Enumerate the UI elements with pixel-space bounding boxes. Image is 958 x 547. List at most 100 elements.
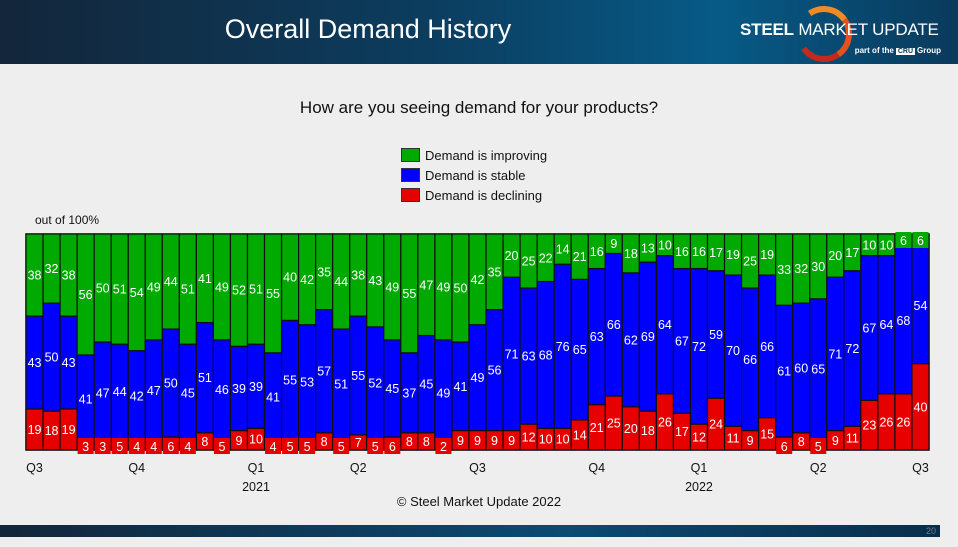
data-label-stable: 43 (28, 356, 42, 370)
data-label-declining: 5 (338, 440, 345, 454)
x-tick-label: Q3 (469, 461, 486, 475)
data-label-improving: 32 (794, 262, 808, 276)
data-label-declining: 11 (727, 432, 740, 446)
data-label-improving: 35 (488, 265, 502, 279)
bar-group (212, 233, 232, 451)
data-label-declining: 9 (832, 434, 839, 448)
data-label-stable: 69 (641, 330, 655, 344)
data-label-declining: 14 (573, 428, 587, 442)
data-label-improving: 44 (334, 275, 348, 289)
legend-item-improving: Demand is improving (401, 145, 547, 165)
logo-rest-text: MARKET UPDATE (793, 20, 939, 39)
data-label-improving: 17 (709, 246, 723, 260)
copyright-text: © Steel Market Update 2022 (396, 494, 562, 509)
data-label-stable: 67 (675, 334, 689, 348)
data-label-stable: 56 (488, 364, 502, 378)
data-label-declining: 12 (692, 431, 706, 445)
data-label-stable: 70 (726, 344, 740, 358)
data-label-declining: 4 (150, 440, 157, 454)
data-label-improving: 51 (113, 283, 127, 297)
data-label-stable: 50 (164, 377, 178, 391)
page-number: 20 (925, 526, 936, 536)
data-label-improving: 41 (198, 272, 212, 286)
data-label-improving: 35 (317, 265, 331, 279)
data-label-box (299, 438, 316, 454)
data-label-improving: 49 (385, 280, 399, 294)
data-label-box (435, 438, 452, 454)
data-label-box (776, 438, 793, 454)
data-label-improving: 16 (675, 245, 689, 259)
data-label-improving: 44 (164, 275, 178, 289)
legend-label-stable: Demand is stable (425, 167, 526, 183)
data-label-stable: 51 (334, 378, 348, 392)
data-label-declining: 21 (590, 421, 604, 435)
data-label-box (912, 232, 929, 248)
bar-group (570, 233, 589, 451)
data-label-improving: 51 (249, 283, 263, 297)
bar-group (758, 233, 777, 451)
data-label-declining: 12 (522, 431, 536, 445)
header-banner: Overall Demand History STEEL MARKET UPDA… (0, 0, 958, 67)
bar-group (672, 233, 692, 451)
bar-group (263, 233, 283, 451)
bar-group (502, 233, 521, 451)
data-label-stable: 62 (624, 333, 638, 347)
data-label-stable: 71 (505, 347, 519, 361)
data-label-stable: 46 (215, 383, 229, 397)
bar-group (246, 233, 266, 451)
data-label-improving: 32 (45, 262, 59, 276)
x-tick-label: Q3 (912, 461, 929, 475)
logo-sub-after: Group (917, 46, 941, 55)
bar-group (366, 233, 385, 451)
data-label-stable: 41 (79, 393, 93, 407)
data-label-improving: 19 (760, 248, 774, 262)
data-label-declining: 19 (28, 423, 42, 437)
data-label-stable: 65 (573, 343, 587, 357)
data-label-box (367, 438, 384, 454)
data-label-improving: 17 (845, 246, 859, 260)
legend-label-declining: Demand is declining (425, 187, 543, 203)
data-label-stable: 60 (794, 361, 808, 375)
data-label-stable: 45 (419, 378, 433, 392)
data-label-improving: 47 (419, 278, 433, 292)
data-label-improving: 38 (351, 269, 365, 283)
data-label-box (179, 438, 196, 454)
bar-group (127, 233, 146, 451)
data-label-stable: 47 (96, 386, 110, 400)
data-label-improving: 25 (743, 255, 757, 269)
data-label-stable: 53 (300, 375, 314, 389)
bar-group (775, 233, 794, 451)
bar-group (144, 233, 163, 451)
data-label-improving: 50 (96, 282, 110, 296)
data-label-stable: 45 (385, 382, 399, 396)
bar-group (161, 233, 180, 451)
logo-sub-before: part of the (854, 46, 894, 55)
bar-group (417, 233, 436, 451)
data-label-stable: 55 (283, 373, 297, 387)
data-label-declining: 26 (658, 415, 672, 429)
data-label-stable: 47 (147, 384, 161, 398)
bar-group (519, 233, 538, 451)
data-label-stable: 52 (368, 377, 382, 391)
footer-band: 20 (0, 525, 940, 537)
data-label-box (810, 438, 827, 454)
data-label-stable: 63 (590, 330, 604, 344)
data-label-declining: 18 (641, 424, 655, 438)
data-label-stable: 72 (692, 340, 706, 354)
bar-group (894, 233, 913, 451)
bar-group (485, 233, 504, 451)
data-label-improving: 33 (777, 263, 791, 277)
bar-group (298, 233, 317, 451)
bar-group (178, 233, 197, 451)
data-label-improving: 13 (641, 242, 655, 256)
data-label-declining: 8 (798, 435, 805, 449)
data-label-box (128, 438, 145, 454)
data-label-box (162, 438, 179, 454)
legend-swatch-stable (401, 168, 420, 182)
data-label-improving: 55 (402, 287, 416, 301)
data-label-improving: 38 (28, 269, 42, 283)
data-label-declining: 26 (896, 415, 910, 429)
data-label-improving: 16 (590, 245, 604, 259)
chart-title: How are you seeing demand for your produ… (299, 98, 659, 117)
data-label-declining: 4 (184, 440, 191, 454)
